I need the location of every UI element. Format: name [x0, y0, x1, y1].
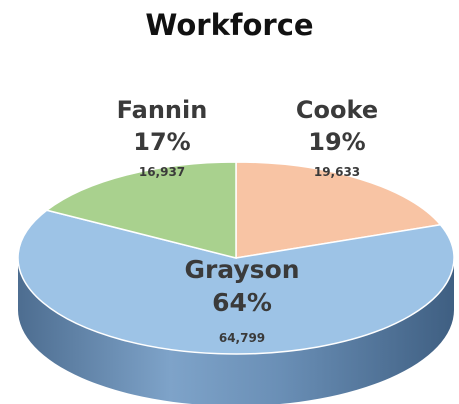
- slice-percent-label: 17%: [133, 128, 190, 156]
- slice-percent-label: 19%: [308, 128, 365, 156]
- slice-value-label: 16,937: [139, 165, 185, 179]
- slice-name-label: Fannin: [117, 96, 208, 124]
- slice-value-label: 19,633: [314, 165, 360, 179]
- data-label-cooke: Cooke 19% 19,633: [296, 96, 378, 179]
- slice-name-label: Cooke: [296, 96, 378, 124]
- slice-percent-label: 64%: [212, 288, 272, 317]
- slice-name-label: Grayson: [184, 255, 299, 284]
- slice-value-label: 64,799: [219, 331, 265, 345]
